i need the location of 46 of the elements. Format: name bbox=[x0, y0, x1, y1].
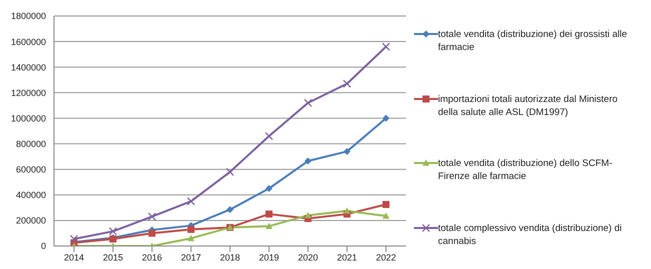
x-tick-label: 2020 bbox=[298, 252, 318, 262]
point bbox=[186, 197, 196, 206]
point bbox=[304, 212, 312, 218]
legend-label: totale complessivo vendita (distribuzione) di cannabis bbox=[438, 222, 623, 248]
point bbox=[70, 234, 78, 244]
point bbox=[226, 168, 234, 176]
point bbox=[108, 227, 118, 236]
point bbox=[188, 234, 194, 242]
point bbox=[382, 212, 390, 219]
x-tick-label: 2017 bbox=[180, 252, 202, 262]
y-tick-label: 800000 bbox=[16, 138, 46, 149]
y-tick-label: 1800000 bbox=[10, 11, 46, 22]
point bbox=[266, 185, 272, 192]
y-tick-label: 400000 bbox=[16, 190, 46, 200]
point bbox=[226, 206, 234, 214]
x-tick-label: 2018 bbox=[220, 252, 240, 262]
point bbox=[344, 207, 350, 214]
y-tick-label: 1000000 bbox=[10, 113, 46, 124]
y-tick-label: 1400000 bbox=[10, 62, 46, 72]
point bbox=[266, 210, 272, 218]
point bbox=[382, 42, 390, 51]
point bbox=[304, 98, 312, 107]
y-tick-label: 200000 bbox=[16, 216, 46, 226]
point bbox=[342, 80, 352, 88]
point bbox=[344, 148, 350, 155]
legend-label: totale vendita (distribuzione) dei grossisti alle farmacie bbox=[438, 28, 628, 54]
y-tick-label: 600000 bbox=[16, 164, 46, 175]
x-tick-label: 2022 bbox=[376, 252, 396, 262]
point bbox=[266, 222, 272, 229]
point bbox=[148, 230, 156, 237]
point bbox=[304, 158, 312, 165]
x-tick-label: 2014 bbox=[64, 252, 84, 262]
y-tick-label: 1200000 bbox=[10, 88, 46, 98]
point bbox=[382, 200, 390, 208]
y-tick-label: 0 bbox=[40, 241, 46, 252]
x-tick-label: 2016 bbox=[142, 252, 162, 262]
legend-label: importazioni totali autorizzate dal Ministero della salute alle ASL (DM1997) bbox=[438, 92, 619, 119]
point bbox=[264, 132, 274, 140]
y-tick-label: 1600000 bbox=[10, 36, 46, 47]
x-tick-label: 2021 bbox=[336, 252, 358, 262]
point bbox=[148, 212, 156, 221]
point bbox=[382, 114, 390, 122]
x-tick-label: 2015 bbox=[102, 252, 124, 262]
legend-label: totale vendita (distribuzione) dello SCFM-Firenze alle farmacie bbox=[438, 157, 614, 184]
x-tick-label: 2019 bbox=[258, 252, 280, 262]
point bbox=[188, 226, 194, 233]
